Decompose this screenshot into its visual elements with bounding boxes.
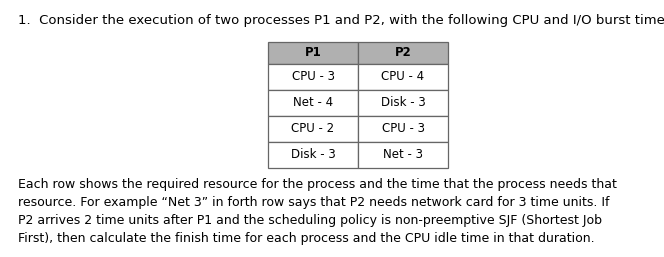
Text: CPU - 4: CPU - 4 — [381, 70, 424, 84]
Text: Net - 4: Net - 4 — [293, 96, 333, 109]
Text: CPU - 2: CPU - 2 — [291, 123, 335, 135]
Bar — [268, 90, 358, 116]
Text: P1: P1 — [305, 47, 321, 60]
Bar — [268, 64, 358, 90]
Text: Disk - 3: Disk - 3 — [291, 149, 335, 161]
Bar — [358, 42, 448, 64]
Bar — [358, 116, 448, 142]
Text: resource. For example “Net 3” in forth row says that P2 needs network card for 3: resource. For example “Net 3” in forth r… — [18, 196, 610, 209]
Bar — [268, 116, 358, 142]
Text: First), then calculate the finish time for each process and the CPU idle time in: First), then calculate the finish time f… — [18, 232, 595, 245]
Bar — [358, 90, 448, 116]
Bar — [268, 142, 358, 168]
Text: Disk - 3: Disk - 3 — [380, 96, 426, 109]
Text: P2 arrives 2 time units after P1 and the scheduling policy is non-preemptive SJF: P2 arrives 2 time units after P1 and the… — [18, 214, 602, 227]
Text: Each row shows the required resource for the process and the time that the proce: Each row shows the required resource for… — [18, 178, 617, 191]
Text: Net - 3: Net - 3 — [383, 149, 423, 161]
Bar — [268, 42, 358, 64]
Text: CPU - 3: CPU - 3 — [382, 123, 424, 135]
Text: CPU - 3: CPU - 3 — [291, 70, 335, 84]
Text: 1.  Consider the execution of two processes P1 and P2, with the following CPU an: 1. Consider the execution of two process… — [18, 14, 664, 27]
Bar — [358, 142, 448, 168]
Bar — [358, 64, 448, 90]
Text: P2: P2 — [394, 47, 412, 60]
